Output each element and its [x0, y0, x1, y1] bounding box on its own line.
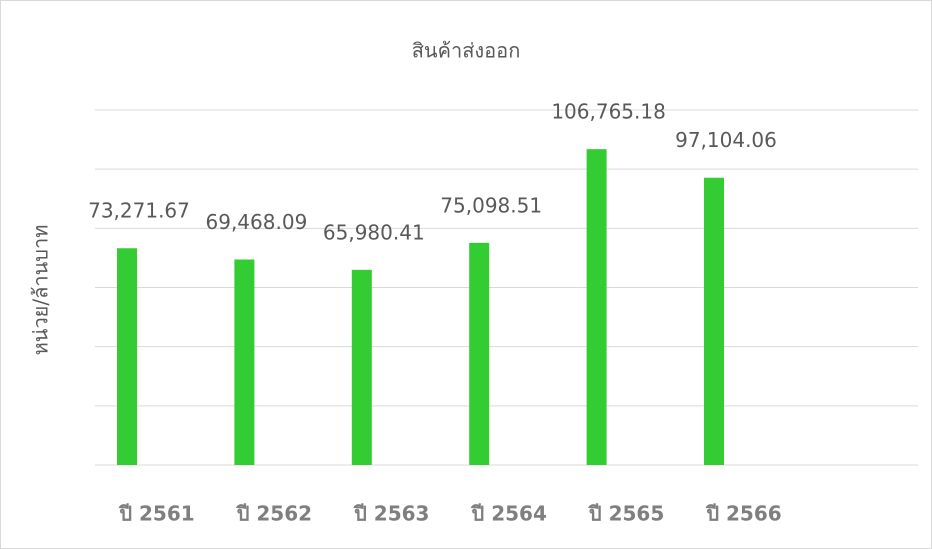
data-label: 97,104.06 — [675, 128, 777, 152]
x-tick-label: ปี 2563 — [353, 502, 430, 526]
x-tick-label: ปี 2566 — [705, 502, 782, 526]
x-tick-label: ปี 2564 — [470, 502, 547, 526]
x-tick-label: ปี 2562 — [235, 502, 312, 526]
bar — [351, 269, 372, 465]
x-tick-label: ปี 2565 — [588, 502, 665, 526]
bar — [704, 177, 724, 465]
bar — [469, 242, 490, 465]
chart-title: สินค้าส่งออก — [412, 39, 521, 63]
y-axis-label: หน่วย/ล้านบาท — [29, 225, 53, 356]
bar — [586, 149, 607, 465]
data-label: 65,980.41 — [323, 220, 425, 244]
bar — [234, 259, 255, 465]
data-label: 106,765.18 — [551, 100, 666, 124]
x-tick-label: ปี 2561 — [118, 502, 195, 526]
data-label: 73,271.67 — [88, 199, 190, 223]
bar — [117, 248, 137, 465]
data-label: 75,098.51 — [440, 193, 542, 217]
data-label: 69,468.09 — [206, 210, 308, 234]
